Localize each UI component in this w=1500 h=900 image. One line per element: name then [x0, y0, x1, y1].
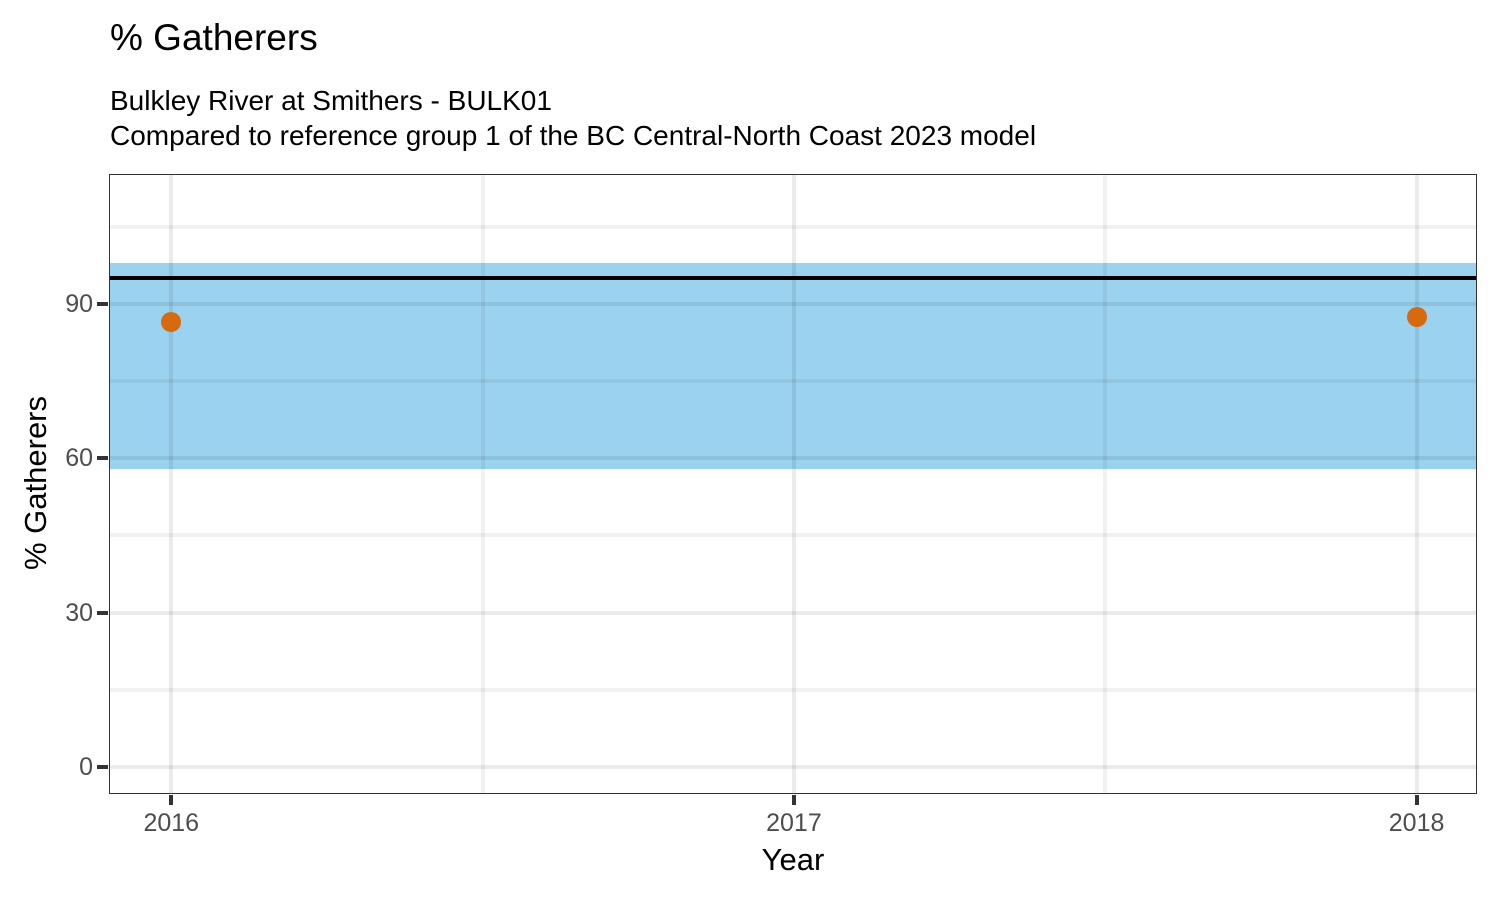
gridline-major-horizontal	[109, 301, 1477, 306]
gridline-major-horizontal	[109, 456, 1477, 461]
gridline-minor-vertical	[1103, 174, 1108, 794]
reference-band	[109, 262, 1477, 469]
gridline-major-horizontal	[109, 764, 1477, 769]
x-axis-tick	[169, 795, 174, 805]
gridline-minor-horizontal	[109, 687, 1477, 692]
y-axis-tick-label: 60	[65, 444, 93, 473]
y-axis-tick	[97, 764, 108, 769]
x-axis-tick	[791, 795, 796, 805]
y-axis-tick-label: 0	[79, 752, 93, 781]
gridline-major-horizontal	[109, 610, 1477, 615]
x-axis-tick-label: 2018	[1388, 809, 1445, 837]
y-axis-tick	[97, 456, 108, 461]
y-axis-tick	[97, 301, 108, 306]
y-axis-tick-label: 90	[65, 289, 93, 318]
gridline-minor-horizontal	[109, 533, 1477, 538]
gridline-minor-horizontal	[109, 379, 1477, 384]
gridline-major-vertical	[1414, 174, 1419, 794]
x-axis-tick-label: 2016	[143, 809, 200, 837]
data-point	[161, 311, 182, 332]
gridline-minor-horizontal	[109, 224, 1477, 229]
x-axis-tick-label: 2017	[766, 809, 822, 837]
y-axis-tick-label: 30	[65, 598, 93, 627]
gridline-major-vertical	[169, 174, 174, 794]
chart-subtitle-line-1: Bulkley River at Smithers - BULK01	[110, 85, 552, 116]
y-axis-tick	[97, 610, 108, 615]
plot-panel	[109, 174, 1477, 794]
reference-line	[109, 276, 1477, 281]
y-axis-title: % Gatherers	[18, 395, 53, 571]
chart-subtitle: Bulkley River at Smithers - BULK01 Compa…	[110, 83, 1036, 153]
gridline-minor-vertical	[480, 174, 485, 794]
data-point	[1406, 306, 1427, 327]
chart-subtitle-line-2: Compared to reference group 1 of the BC …	[110, 120, 1037, 151]
x-axis-tick	[1414, 795, 1419, 805]
chart-title: % Gatherers	[110, 17, 318, 58]
gridline-major-vertical	[791, 174, 796, 794]
x-axis-title: Year	[761, 842, 825, 877]
